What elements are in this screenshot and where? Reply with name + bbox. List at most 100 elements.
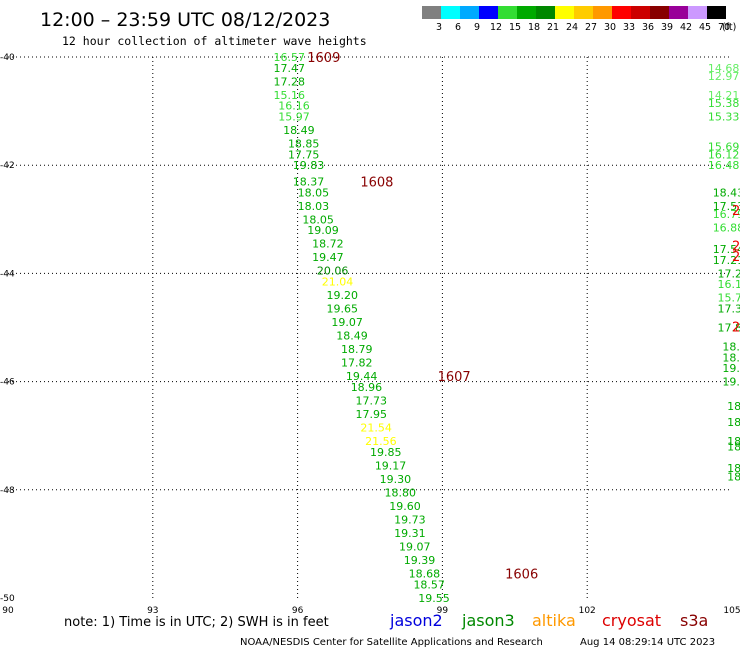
wave-height-label: 18.01	[722, 340, 740, 353]
wave-height-label: 18.43	[713, 186, 740, 199]
wave-height-label: 17.53	[713, 200, 740, 213]
wave-height-label: 15.97	[278, 111, 310, 124]
y-axis-ticks: -40 -42 -44 -46 -48 -50	[0, 53, 15, 604]
legend-swatch	[688, 6, 707, 19]
page-title: 12:00 – 23:59 UTC 08/12/2023	[40, 9, 330, 31]
wave-height-label: 19.15	[722, 362, 740, 375]
legend-swatch	[498, 6, 517, 19]
legend-tick-label: 24	[566, 22, 578, 33]
wave-height-label: 19.85	[370, 446, 402, 459]
wave-height-label: 17.82	[341, 357, 373, 370]
footer-timestamp: Aug 14 08:29:14 UTC 2023	[580, 637, 715, 648]
wave-height-label: 15.77	[718, 292, 740, 305]
wave-height-label: 18.57	[413, 578, 445, 591]
wave-height-label: 18.03	[298, 200, 330, 213]
grid-lines	[8, 56, 732, 598]
wave-height-label: 17.54	[713, 243, 740, 256]
page-subtitle: 12 hour collection of altimeter wave hei…	[62, 34, 367, 48]
footer-note: note: 1) Time is in UTC; 2) SWH is in fe…	[64, 615, 329, 630]
wave-height-labels: 16.5717.4717.2815.1616.1615.9718.4918.85…	[273, 51, 740, 605]
wave-height-label: 16.48	[708, 159, 740, 172]
wave-height-label: 19.07	[399, 541, 431, 554]
wave-height-label: 19.83	[293, 159, 325, 172]
wave-height-label: 19.09	[307, 224, 339, 237]
y-tick-label: -48	[0, 486, 15, 496]
satellite-legend-item: jason3	[461, 611, 515, 630]
wave-height-label: 16.16	[278, 100, 310, 113]
legend-swatch	[612, 6, 631, 19]
y-tick-label: -42	[0, 161, 15, 171]
wave-height-label: 18.49	[336, 330, 368, 343]
y-tick-label: -46	[0, 378, 15, 388]
wave-height-label: 18.96	[351, 381, 383, 394]
wave-height-label: 17.47	[273, 62, 305, 75]
wave-height-label: 19.44	[346, 370, 378, 383]
legend-unit: (ft)	[722, 22, 736, 33]
wave-height-label: 19.55	[418, 592, 450, 605]
wave-height-label: 15.33	[708, 111, 740, 124]
time-mark-label: 1609	[307, 51, 340, 66]
y-tick-label: -44	[0, 269, 15, 279]
wave-height-label: 16.17	[718, 278, 740, 291]
wave-height-label: 18.05	[298, 186, 330, 199]
wave-height-label: 19.30	[380, 473, 412, 486]
wave-height-label: 16.88	[713, 221, 740, 234]
wave-height-label: 21.3	[732, 239, 740, 254]
wave-height-label: 18.68	[409, 568, 441, 581]
wave-height-label: 19.39	[404, 554, 436, 567]
wave-height-label: 17.21	[713, 254, 740, 267]
wave-height-label: 19.65	[327, 303, 359, 316]
wave-height-label: 21.54	[360, 422, 392, 435]
legend-swatch	[593, 6, 612, 19]
wave-height-label: 19.07	[331, 316, 363, 329]
wave-height-label: 18.40	[727, 435, 740, 448]
wave-height-label: 15.69	[708, 140, 740, 153]
wave-height-label: 18.95	[727, 462, 740, 475]
wave-height-label: 18.83	[727, 470, 740, 483]
time-mark-label: 1607	[438, 370, 471, 385]
satellite-legend-item: cryosat	[602, 611, 661, 630]
wave-height-label: 17.95	[356, 408, 388, 421]
x-tick-label: 96	[292, 606, 304, 616]
legend-tick-label: 12	[490, 22, 502, 33]
wave-height-label: 16.57	[273, 51, 305, 64]
wave-height-label: 17.36	[718, 303, 740, 316]
wave-height-label: 15.38	[708, 97, 740, 110]
legend-tick-label: 36	[642, 22, 654, 33]
wave-height-label: 14.21	[708, 89, 740, 102]
wave-height-label: 18.10	[727, 416, 740, 429]
wave-height-label: 18.80	[384, 487, 416, 500]
wave-height-label: 17.23	[718, 267, 740, 280]
legend-swatch	[650, 6, 669, 19]
wave-height-label: 19.73	[394, 514, 426, 527]
wave-height-label: 19.20	[327, 289, 359, 302]
wave-height-label: 17.75	[288, 148, 320, 161]
wave-height-label: 16.79	[713, 208, 740, 221]
legend-swatch	[669, 6, 688, 19]
wave-height-label: 213	[732, 204, 740, 219]
legend-tick-label: 39	[661, 22, 673, 33]
legend-tick-label: 27	[585, 22, 597, 33]
wave-height-label: 18.63	[722, 351, 740, 364]
x-tick-label: 90	[2, 606, 14, 616]
legend-swatch	[441, 6, 460, 19]
legend-tick-label: 21	[547, 22, 559, 33]
wave-height-label: 17.73	[356, 395, 388, 408]
x-tick-label: 93	[147, 606, 158, 616]
wave-height-label: 14.68	[708, 62, 740, 75]
legend-swatch	[422, 6, 441, 19]
wave-height-label: 213	[732, 250, 740, 265]
wave-height-label: 18.79	[341, 343, 373, 356]
legend-swatch	[517, 6, 536, 19]
wave-height-label: 18.85	[288, 138, 320, 151]
legend-tick-label: 30	[604, 22, 616, 33]
y-tick-label: -50	[0, 594, 15, 604]
wave-height-label: 15.16	[273, 89, 305, 102]
x-tick-label: 102	[579, 606, 596, 616]
legend-tick-label: 70	[718, 22, 730, 33]
wave-height-label: 18.72	[312, 238, 344, 251]
satellite-legend: jason2 jason3 altika cryosat s3a	[389, 611, 708, 630]
legend-swatch	[536, 6, 555, 19]
legend-tick-label: 18	[528, 22, 540, 33]
